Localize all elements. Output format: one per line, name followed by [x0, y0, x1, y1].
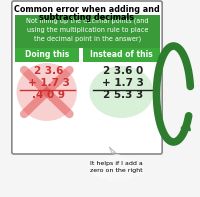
Text: + 1.7 3: + 1.7 3 — [102, 78, 144, 88]
Circle shape — [119, 159, 138, 179]
Text: 2 3.6 0: 2 3.6 0 — [103, 66, 144, 76]
Text: .4 0 9: .4 0 9 — [32, 90, 65, 100]
Text: 2 5.3 3: 2 5.3 3 — [103, 90, 144, 100]
Circle shape — [104, 165, 119, 181]
Text: Doing this: Doing this — [25, 50, 69, 59]
Text: Instead of this: Instead of this — [90, 50, 153, 59]
Ellipse shape — [89, 66, 154, 118]
Circle shape — [96, 159, 115, 179]
FancyBboxPatch shape — [12, 1, 162, 154]
Text: + 1.7 3: + 1.7 3 — [28, 78, 70, 88]
Circle shape — [115, 165, 130, 181]
Circle shape — [106, 155, 127, 177]
Text: Common error when adding and: Common error when adding and — [14, 5, 159, 14]
FancyBboxPatch shape — [83, 47, 160, 61]
Ellipse shape — [17, 63, 77, 121]
Text: It helps if I add a
zero on the right: It helps if I add a zero on the right — [90, 161, 143, 173]
Text: Not lining up the decimal points (and
using the multiplication rule to place
the: Not lining up the decimal points (and us… — [26, 18, 149, 42]
Text: subtracting decimals: subtracting decimals — [39, 13, 134, 22]
Text: 2 3.6: 2 3.6 — [34, 66, 63, 76]
FancyBboxPatch shape — [15, 47, 79, 61]
FancyBboxPatch shape — [15, 15, 160, 48]
Polygon shape — [109, 147, 116, 153]
Ellipse shape — [88, 161, 145, 179]
